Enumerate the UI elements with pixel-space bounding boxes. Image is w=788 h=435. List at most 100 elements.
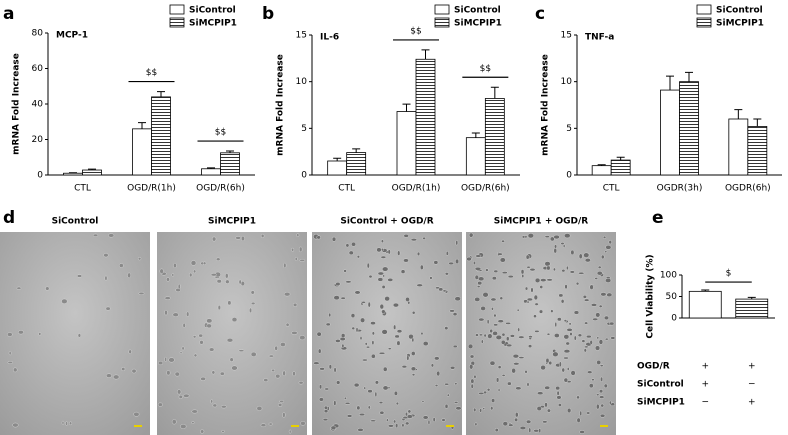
cell [368, 274, 373, 279]
cell [387, 347, 392, 350]
cell [598, 304, 603, 308]
cell [521, 235, 526, 239]
cell [376, 247, 382, 253]
cell [401, 365, 407, 369]
image-label: SiMCPIP1 + OGD/R [494, 217, 589, 227]
cell [18, 330, 24, 335]
cell [554, 322, 557, 328]
legend-swatch [169, 4, 185, 15]
cell [600, 403, 605, 408]
cell [339, 337, 346, 341]
legend-swatch [696, 4, 712, 15]
cell [553, 234, 560, 240]
cell [468, 232, 474, 238]
bar [82, 169, 102, 176]
cell [384, 296, 390, 302]
cell [546, 265, 551, 271]
x-tick-label: OGDR(6h) [725, 184, 771, 194]
condition-mark: + [701, 380, 709, 390]
cell [250, 351, 257, 357]
cell [172, 312, 179, 317]
cell [386, 418, 389, 422]
error-bar [666, 75, 674, 91]
cell [118, 263, 124, 268]
cell [164, 296, 171, 300]
y-tick-label: 40 [32, 100, 44, 110]
cell [199, 340, 204, 345]
cell [442, 289, 447, 293]
cell [158, 360, 164, 366]
scale-bar [600, 425, 608, 427]
cell [405, 421, 410, 426]
cell [206, 318, 213, 324]
cell [537, 391, 544, 395]
cell [540, 365, 546, 371]
cell [336, 380, 341, 385]
cell [219, 371, 225, 376]
cell [515, 386, 522, 391]
cell [555, 386, 561, 391]
cell [521, 274, 525, 278]
cell [584, 321, 589, 325]
cell [268, 422, 273, 426]
cell [333, 367, 337, 373]
cell [367, 405, 371, 410]
cell [526, 300, 530, 304]
cell [268, 354, 274, 358]
cell [490, 406, 494, 411]
cell [519, 426, 527, 430]
cell [407, 409, 412, 414]
cell [411, 311, 416, 315]
cell [526, 419, 532, 424]
cell [357, 428, 364, 432]
cell [235, 236, 242, 240]
cell [567, 408, 572, 414]
cell [164, 356, 167, 362]
cell [586, 334, 592, 339]
cell [560, 299, 565, 304]
bar [591, 165, 612, 176]
bar [679, 81, 699, 176]
cell [599, 364, 604, 367]
cell [379, 410, 385, 415]
cell [538, 309, 544, 314]
scale-bar [446, 425, 454, 427]
cell [186, 311, 190, 317]
cell [524, 286, 529, 291]
cell [527, 233, 534, 239]
cell [377, 271, 385, 276]
cell [171, 273, 175, 277]
cell [597, 265, 602, 269]
legend-swatch [434, 4, 450, 15]
cell [395, 423, 399, 428]
bar [688, 290, 722, 319]
cell [528, 337, 532, 340]
cell [553, 248, 557, 254]
cell [438, 287, 444, 292]
cell [552, 351, 559, 357]
cell [501, 374, 506, 377]
cell [7, 332, 13, 337]
cell [544, 385, 551, 390]
cell [478, 276, 485, 282]
cell [380, 255, 387, 259]
error-bar [226, 150, 234, 153]
cell [378, 351, 386, 355]
cell [350, 313, 356, 318]
cell [393, 391, 398, 396]
condition-label: SiControl [637, 380, 684, 390]
error-bar [753, 118, 762, 127]
cell [493, 323, 498, 327]
cell [585, 411, 591, 415]
cell [212, 236, 217, 242]
cell [432, 417, 436, 422]
cell [366, 345, 370, 349]
cell [164, 310, 168, 316]
cell [501, 239, 505, 243]
cell [603, 383, 608, 389]
cell [492, 331, 498, 336]
cell [455, 258, 459, 264]
cell [470, 383, 474, 389]
cell [476, 285, 481, 288]
